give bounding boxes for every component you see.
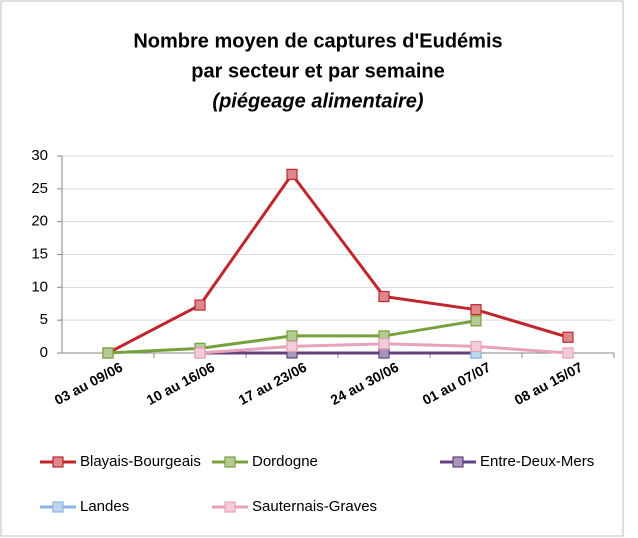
data-point bbox=[562, 331, 574, 343]
legend-label: Sauternais-Graves bbox=[252, 498, 377, 515]
y-tick-label: 5 bbox=[40, 311, 48, 328]
legend-marker bbox=[224, 456, 236, 468]
data-point bbox=[194, 347, 206, 359]
data-point bbox=[378, 290, 390, 303]
y-tick-label: 10 bbox=[31, 278, 48, 295]
data-point bbox=[378, 347, 390, 359]
data-point bbox=[378, 338, 390, 350]
data-point bbox=[470, 340, 482, 353]
data-point bbox=[470, 304, 482, 316]
legend-label: Dordogne bbox=[252, 453, 318, 470]
data-point bbox=[286, 340, 298, 353]
data-point bbox=[562, 347, 574, 359]
chart-frame bbox=[0, 0, 624, 537]
legend-marker bbox=[52, 501, 64, 513]
data-point bbox=[286, 168, 298, 180]
data-point bbox=[286, 330, 298, 342]
data-point bbox=[470, 315, 482, 327]
y-tick-label: 30 bbox=[31, 147, 48, 164]
legend-marker bbox=[52, 456, 64, 468]
y-tick-label: 0 bbox=[40, 344, 48, 361]
legend-marker bbox=[224, 501, 236, 513]
y-tick-label: 20 bbox=[31, 213, 48, 230]
data-point bbox=[102, 347, 114, 359]
y-tick-label: 25 bbox=[31, 180, 48, 197]
legend-label: Entre-Deux-Mers bbox=[480, 453, 594, 470]
chart-subtitle: (piégeage alimentaire) bbox=[212, 90, 424, 112]
chart-title: Nombre moyen de captures d'Eudémis bbox=[133, 30, 502, 52]
series-line bbox=[107, 171, 569, 355]
chart-title: par secteur et par semaine bbox=[191, 60, 444, 82]
data-point bbox=[194, 299, 206, 311]
y-tick-label: 15 bbox=[31, 245, 48, 262]
legend-label: Blayais-Bourgeais bbox=[80, 453, 201, 470]
legend-label: Landes bbox=[80, 498, 129, 515]
legend-marker bbox=[452, 456, 464, 468]
